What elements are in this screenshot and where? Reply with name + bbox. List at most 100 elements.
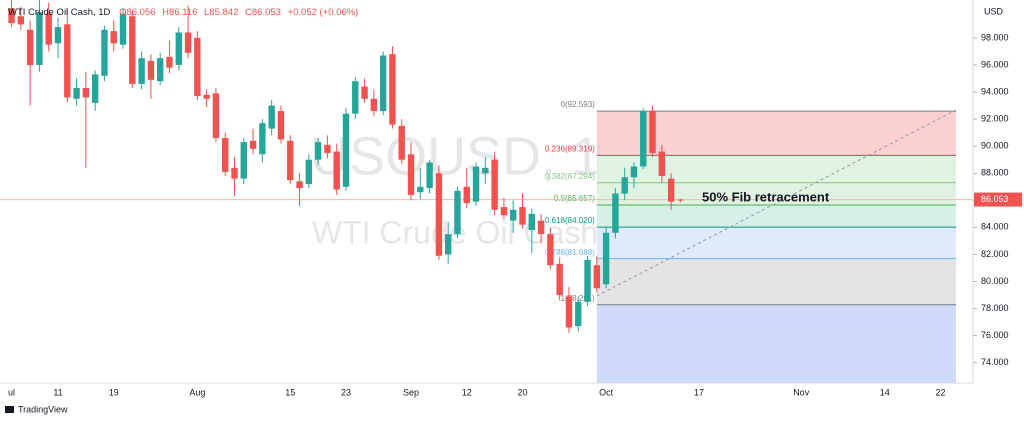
candle-body xyxy=(91,74,99,103)
candle-body xyxy=(212,93,220,139)
fib-zone xyxy=(596,204,956,228)
price-tag xyxy=(974,192,1022,207)
candle-body xyxy=(8,8,15,24)
candle-body xyxy=(444,234,452,255)
y-tick-label: 90.000 xyxy=(981,141,1009,151)
candle-body xyxy=(119,13,127,45)
fib-label: 0.382(87.294) xyxy=(545,172,595,181)
candle-body xyxy=(584,259,591,302)
y-tick-label: 96.000 xyxy=(981,59,1009,69)
open: O86.056 xyxy=(119,7,155,18)
candle-body xyxy=(333,151,340,190)
brand-logo: TradingView xyxy=(5,404,68,414)
candle-body xyxy=(537,220,545,235)
candle-body xyxy=(370,98,378,111)
fib-label: 0(92.593) xyxy=(561,100,596,109)
x-tick-label: 12 xyxy=(462,387,472,397)
candle-body xyxy=(667,178,675,202)
high: H86.116 xyxy=(162,7,197,18)
y-tick-label: 88.000 xyxy=(981,168,1009,178)
candle-body xyxy=(277,110,285,140)
x-tick-label: 14 xyxy=(880,387,890,397)
fib-label: 0.786(81.688) xyxy=(545,248,595,257)
candle-body xyxy=(45,13,52,45)
candle-body xyxy=(166,56,173,68)
y-tick-label: 98.000 xyxy=(981,32,1009,42)
fib-label: 0.236(89.319) xyxy=(545,144,595,153)
fib-label: 0.618(84.020) xyxy=(545,216,595,225)
candle-body xyxy=(640,110,647,167)
close: C86.053 xyxy=(245,7,281,18)
x-tick-label: 20 xyxy=(517,387,527,397)
header: WTI Crude Oil Cash, 1D O86.056 H86.116 L… xyxy=(8,7,358,18)
candle-body xyxy=(54,27,62,44)
symbol: WTI Crude Oil Cash, 1D xyxy=(8,7,111,18)
x-tick-label: 19 xyxy=(109,387,119,397)
candle-body xyxy=(175,32,182,65)
candle-body xyxy=(259,123,266,155)
candle-body xyxy=(36,12,43,65)
fib-zone xyxy=(596,111,956,156)
x-tick-label: ul xyxy=(8,387,15,397)
x-tick-label: 17 xyxy=(694,387,704,397)
candle-body xyxy=(324,144,331,153)
x-tick-label: Nov xyxy=(793,387,810,397)
x-tick-label: 22 xyxy=(936,387,946,397)
candle-body xyxy=(296,181,303,189)
brand: TradingView xyxy=(18,404,68,414)
candle-body xyxy=(138,58,145,84)
candle-body xyxy=(575,301,582,327)
x-tick-label: 11 xyxy=(53,387,62,397)
candle-body xyxy=(472,166,480,202)
candle-body xyxy=(156,58,164,82)
candle-body xyxy=(630,166,638,178)
candle-body xyxy=(510,209,517,221)
candle-body xyxy=(407,154,415,195)
candle-body xyxy=(556,263,563,296)
candle-body xyxy=(482,167,489,174)
y-tick-label: 84.000 xyxy=(981,222,1009,232)
candle-body xyxy=(426,162,433,189)
candle-body xyxy=(231,167,238,179)
candle-body xyxy=(621,177,628,194)
candle-body xyxy=(463,186,470,204)
candle-body xyxy=(82,87,90,98)
y-tick-label: 78.000 xyxy=(981,303,1009,313)
x-tick-label: Oct xyxy=(599,387,614,397)
candle-body xyxy=(491,159,498,210)
annotation: 50% Fib retracement xyxy=(702,189,830,204)
candle-body xyxy=(314,142,322,160)
candle-body xyxy=(64,24,71,98)
plot-area: 0(92.593) 0.236(89.319) 0.382(87.294) 0.5(8… xyxy=(0,0,973,383)
candle-body xyxy=(287,140,294,180)
candle-body xyxy=(73,87,80,99)
x-tick-label: Sep xyxy=(403,387,419,397)
candle-body xyxy=(547,234,554,266)
candle-body xyxy=(268,105,275,129)
low: L85.842 xyxy=(204,7,238,18)
candle-body xyxy=(398,125,405,160)
candle-body xyxy=(602,232,610,285)
candle-body xyxy=(184,32,192,53)
fib-label: 0.5(85.657) xyxy=(554,194,595,203)
price-tag-label: 86.053 xyxy=(981,194,1009,204)
candle-body xyxy=(593,265,601,289)
candle-body xyxy=(203,94,210,99)
candle-body xyxy=(26,29,34,65)
y-tick-label: 82.000 xyxy=(981,249,1009,259)
candle-body xyxy=(379,55,387,111)
candle-body xyxy=(658,151,666,176)
currency: USD xyxy=(984,6,1004,16)
candle-body xyxy=(528,213,535,231)
candle-body xyxy=(240,142,247,179)
candle-body xyxy=(677,199,684,201)
y-tick-label: 94.000 xyxy=(981,86,1009,96)
candle-body xyxy=(101,29,108,76)
candle-body xyxy=(612,193,619,233)
candle-body xyxy=(342,113,350,187)
candle-body xyxy=(519,207,526,225)
y-tick-label: 74.000 xyxy=(981,357,1009,367)
y-tick-label: 76.000 xyxy=(981,330,1009,340)
candle-body xyxy=(110,31,117,44)
